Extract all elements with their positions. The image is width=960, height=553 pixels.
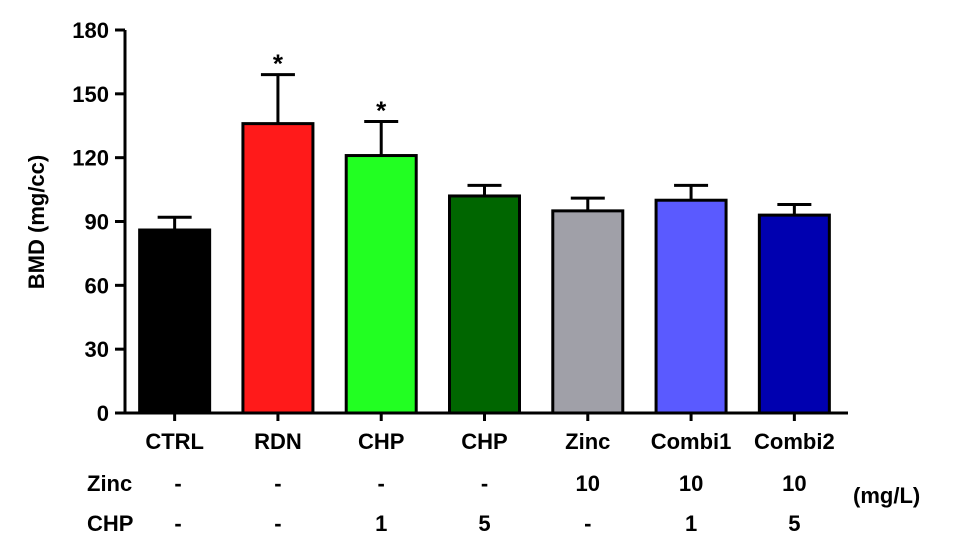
treatment-cell: 10 — [576, 471, 600, 496]
treatment-cell: 10 — [782, 471, 806, 496]
y-axis: 0 30 60 90 120 150 180 — [72, 18, 127, 426]
treatment-cell: - — [274, 511, 281, 536]
y-axis-title: BMD (mg/cc) — [24, 155, 49, 289]
treatment-cell: - — [378, 471, 385, 496]
bar-combi2 — [757, 213, 831, 415]
y-tick-label: 0 — [97, 401, 109, 426]
treatment-cell: 1 — [685, 511, 697, 536]
treatment-cell: - — [584, 511, 591, 536]
treatment-table: Zinc - - - - 10 10 10 CHP - - 1 5 - 1 5 (mg/L) — [87, 471, 920, 536]
bar-rdn — [241, 122, 315, 415]
bar-ctrl — [138, 228, 212, 415]
bar-chp — [448, 194, 521, 415]
y-tick-label: 180 — [72, 18, 109, 43]
treatment-cell: - — [481, 471, 488, 496]
x-tick-label: CHP — [358, 429, 404, 454]
treatment-cell: 5 — [788, 511, 800, 536]
bar-chp — [344, 154, 418, 415]
treatment-cell: - — [274, 471, 281, 496]
significance-marker: * — [273, 49, 284, 79]
treatment-cell: 10 — [679, 471, 703, 496]
x-tick-label: Combi1 — [651, 429, 732, 454]
y-tick-label: 60 — [85, 273, 109, 298]
x-tick-label: Zinc — [565, 429, 610, 454]
y-tick-label: 120 — [72, 146, 109, 171]
x-axis: CTRL RDN CHP CHP Zinc Combi1 Combi2 — [125, 411, 848, 454]
x-tick-label: CHP — [461, 429, 507, 454]
treatment-cell: 5 — [478, 511, 490, 536]
y-tick-label: 150 — [72, 82, 109, 107]
x-tick-label: CTRL — [145, 429, 204, 454]
bar-combi1 — [654, 198, 728, 415]
x-tick-label: Combi2 — [754, 429, 835, 454]
treatment-row-label: CHP — [87, 511, 133, 536]
y-tick-label: 30 — [85, 337, 109, 362]
treatment-row-label: Zinc — [87, 471, 132, 496]
treatment-cell: 1 — [375, 511, 387, 536]
bars: ** — [138, 49, 831, 415]
significance-marker: * — [376, 95, 387, 125]
y-tick-label: 90 — [85, 210, 109, 235]
bar-zinc — [551, 209, 625, 415]
treatment-unit: (mg/L) — [853, 483, 920, 508]
treatment-cell: - — [174, 511, 181, 536]
x-tick-label: RDN — [254, 429, 302, 454]
treatment-cell: - — [174, 471, 181, 496]
